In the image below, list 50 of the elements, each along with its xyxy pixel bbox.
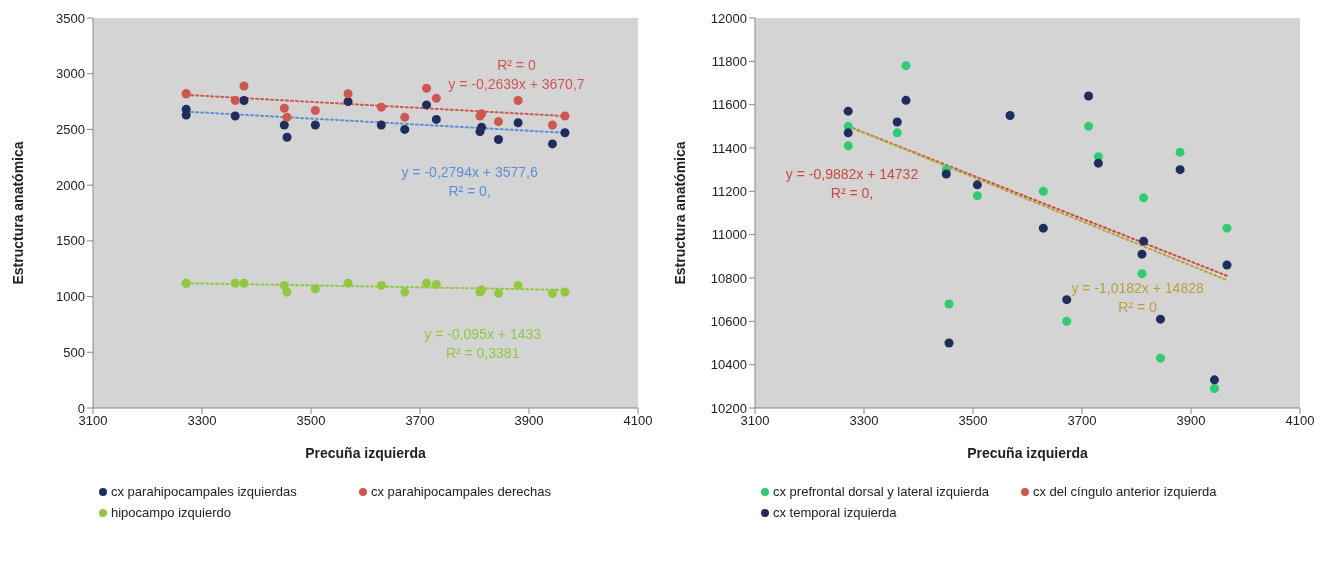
legend-label: cx temporal izquierda [773,505,897,520]
y-tick-label: 11000 [711,227,747,243]
annotation: y = -0,2794x + 3577,6 [401,164,538,181]
x-axis-title: Precuña izquierda [967,444,1089,461]
y-tick-label: 11200 [711,183,747,199]
y-tick-label: 1000 [56,289,85,305]
y-tick-label: 3500 [56,10,85,26]
x-tick-label: 3300 [187,413,217,429]
y-tick-label: 10600 [710,313,747,329]
x-tick-label: 3100 [740,413,770,429]
x-tick-label: 3900 [1176,413,1206,429]
x-tick-label: 3900 [514,413,544,429]
y-tick-label: 11400 [711,140,747,156]
legend-label: cx parahipocampales derechas [371,484,551,499]
x-tick-label: 3700 [405,413,435,429]
y-tick-label: 2000 [56,177,85,193]
x-tick-label: 3500 [958,413,988,429]
y-tick-label: 11800 [711,53,747,69]
y-tick-label: 1500 [56,233,85,249]
legend-label: hipocampo izquierdo [111,505,231,520]
y-tick-label: 500 [63,344,85,360]
annotation: R² = 0, [448,183,491,200]
x-tick-label: 4100 [1285,413,1315,429]
annotation: R² = 0,3381 [445,344,520,361]
annotation: y = -1,0182x + 14828 [1071,280,1204,297]
x-tick-label: 4100 [623,413,653,429]
y-tick-label: 0 [77,400,85,416]
annotation: y = -0,9882x + 14732 [785,165,919,182]
legend-label: cx parahipocampales izquierdas [111,484,297,499]
legend-label: cx prefrontal dorsal y lateral izquierda [773,484,990,499]
y-tick-label: 2500 [56,122,85,138]
annotation: y = -0,2639x + 3670,7 [448,75,585,92]
y-axis-title: Estructura anatómica [671,141,688,285]
annotation: R² = 0, [830,184,874,201]
x-tick-label: 3500 [296,413,326,429]
x-tick-label: 3100 [78,413,108,429]
y-tick-label: 11600 [711,97,747,113]
y-tick-label: 3000 [56,66,85,82]
x-tick-label: 3700 [1067,413,1097,429]
annotation: y = -0,095x + 1433 [424,325,542,342]
y-tick-label: 10400 [710,357,747,373]
x-axis-title: Precuña izquierda [305,444,427,461]
annotation: R² = 0 [1118,299,1158,316]
annotation: R² = 0 [497,56,536,73]
legend-label: cx del cíngulo anterior izquierda [1033,484,1217,499]
y-axis-title: Estructura anatómica [9,141,26,285]
y-tick-label: 10800 [710,270,747,286]
y-tick-label: 12000 [710,10,747,26]
y-tick-label: 10200 [710,400,747,416]
x-tick-label: 3300 [849,413,879,429]
